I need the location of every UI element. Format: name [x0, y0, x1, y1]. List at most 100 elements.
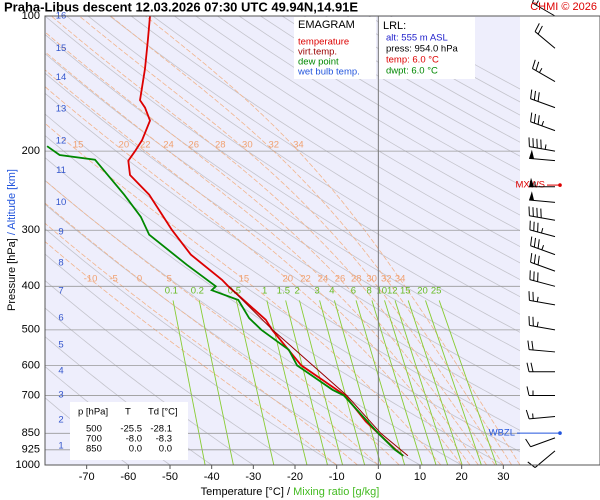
- barb-staff: [530, 437, 556, 448]
- mixing-ratio-label: 4: [329, 286, 334, 297]
- barb-staff: [529, 349, 556, 353]
- table-box: [70, 402, 188, 460]
- barb-flag: [529, 177, 534, 187]
- table-cell: -8.0: [126, 434, 142, 445]
- level-marker-label: WBZL: [489, 428, 515, 439]
- credit: CHMI © 2026: [530, 1, 597, 13]
- x-tick-label: -70: [79, 471, 95, 483]
- barb-staff: [534, 31, 556, 49]
- barb-half-feather: [538, 68, 543, 73]
- barb-feather: [526, 362, 530, 372]
- barb-flag: [529, 191, 535, 201]
- barb-staff: [530, 261, 556, 272]
- altitude-label: 13: [56, 103, 67, 114]
- wind-barb: [529, 177, 555, 188]
- dry-adiabat: [195, 16, 520, 216]
- mixing-ratio-line: [266, 300, 308, 465]
- wet-adiabat-label: 30: [242, 140, 253, 151]
- barb-feather: [530, 253, 533, 263]
- profile-line: [228, 285, 409, 457]
- x-tick-label: -40: [204, 471, 220, 483]
- table-cell: 0.0: [129, 444, 142, 455]
- mixing-ratio-label: 12: [387, 286, 398, 297]
- barb-feather: [535, 61, 540, 71]
- wet-adiabat-label: 28: [351, 273, 362, 284]
- table-header: T: [125, 407, 131, 418]
- barb-staff: [529, 229, 556, 238]
- chart-title: Praha-Libus descent 12.03.2026 07:30 UTC…: [4, 0, 358, 14]
- lrl-alt: alt: 555 m ASL: [386, 33, 448, 44]
- barb-feather: [534, 23, 540, 32]
- barb-staff: [530, 121, 556, 132]
- table-cell: 0.0: [159, 444, 172, 455]
- wind-barb: [530, 89, 556, 109]
- wet-adiabat-label: 22: [300, 273, 311, 284]
- wind-barb: [530, 112, 556, 132]
- wet-adiabat-label: 34: [395, 273, 406, 284]
- wind-barb: [529, 270, 556, 287]
- legend-entry: temperature: [298, 37, 349, 48]
- legend-entry: virt.temp.: [298, 47, 337, 58]
- barb-feather: [533, 237, 537, 248]
- x-tick-label: -10: [329, 471, 345, 483]
- table-cell: 700: [86, 434, 102, 445]
- barb-half-feather: [536, 321, 539, 327]
- mixing-ratio-line: [198, 300, 234, 465]
- x-tick-label: 30: [497, 471, 509, 483]
- wet-adiabat-label: -5: [109, 273, 117, 284]
- barb-half-feather: [541, 244, 545, 251]
- wind-barb: [528, 137, 556, 152]
- wind-barb: [526, 362, 555, 373]
- wet-adiabat-label: 28: [215, 140, 226, 151]
- wind-barb: [525, 437, 556, 448]
- lrl-title: LRL:: [383, 20, 406, 32]
- wet-adiabat: [45, 86, 463, 465]
- y-tick-label: 850: [22, 427, 40, 439]
- altitude-label: 10: [56, 197, 67, 208]
- mixing-ratio-label: 2: [294, 286, 299, 297]
- y-axis-title-separator: /: [6, 231, 18, 235]
- y-axis-title-pressure: Pressure [hPa]: [6, 238, 18, 311]
- mixing-ratio-line: [285, 300, 328, 465]
- legend-entry: dew point: [298, 57, 339, 68]
- wet-adiabat-label: 22: [140, 140, 151, 151]
- barb-feather: [537, 115, 540, 125]
- y-axis-title-altitude: Altitude [km]: [6, 169, 18, 230]
- y-tick-label: 100: [22, 10, 40, 22]
- barb-feather: [531, 340, 534, 351]
- mixing-ratio-label: 1: [262, 286, 267, 297]
- barb-feather: [537, 255, 540, 266]
- mixing-ratio-label: 0.1: [165, 286, 178, 297]
- barb-staff: [529, 299, 556, 306]
- x-tick-label: 20: [456, 471, 468, 483]
- altitude-label: 15: [56, 43, 67, 54]
- altitude-label: 8: [58, 258, 63, 269]
- altitude-label: 3: [58, 389, 63, 400]
- altitude-label: 11: [56, 165, 66, 176]
- wind-panel: [520, 16, 600, 465]
- wind-barb: [525, 409, 556, 420]
- dry-adiabat: [66, 16, 520, 315]
- wet-adiabat-label: 24: [163, 140, 174, 151]
- barb-staff: [530, 245, 556, 256]
- mixing-ratio-label: 0.2: [191, 286, 204, 297]
- mixing-ratio-line: [319, 300, 366, 465]
- wind-barb: [529, 149, 556, 162]
- barb-half-feather: [541, 120, 545, 127]
- barb-flag: [529, 149, 535, 159]
- mixing-ratio-label: 6: [351, 286, 356, 297]
- x-tick-label: 10: [414, 471, 426, 483]
- wind-barb: [528, 291, 556, 306]
- barb-staff: [529, 146, 556, 152]
- wet-adiabat-label: 30: [366, 273, 377, 284]
- wet-adiabat-label: 26: [188, 140, 199, 151]
- x-axis-title-mixing: Mixing ratio [g/kg]: [293, 486, 379, 498]
- legend-box: [294, 17, 376, 79]
- barb-staff: [529, 215, 556, 221]
- wet-adiabat-label: 15: [239, 273, 250, 284]
- legend-entry: wet bulb temp.: [297, 67, 360, 78]
- barb-feather: [533, 90, 537, 101]
- barb-half-feather: [544, 144, 547, 150]
- wind-barb: [529, 191, 556, 203]
- mixing-ratio-line: [407, 300, 463, 465]
